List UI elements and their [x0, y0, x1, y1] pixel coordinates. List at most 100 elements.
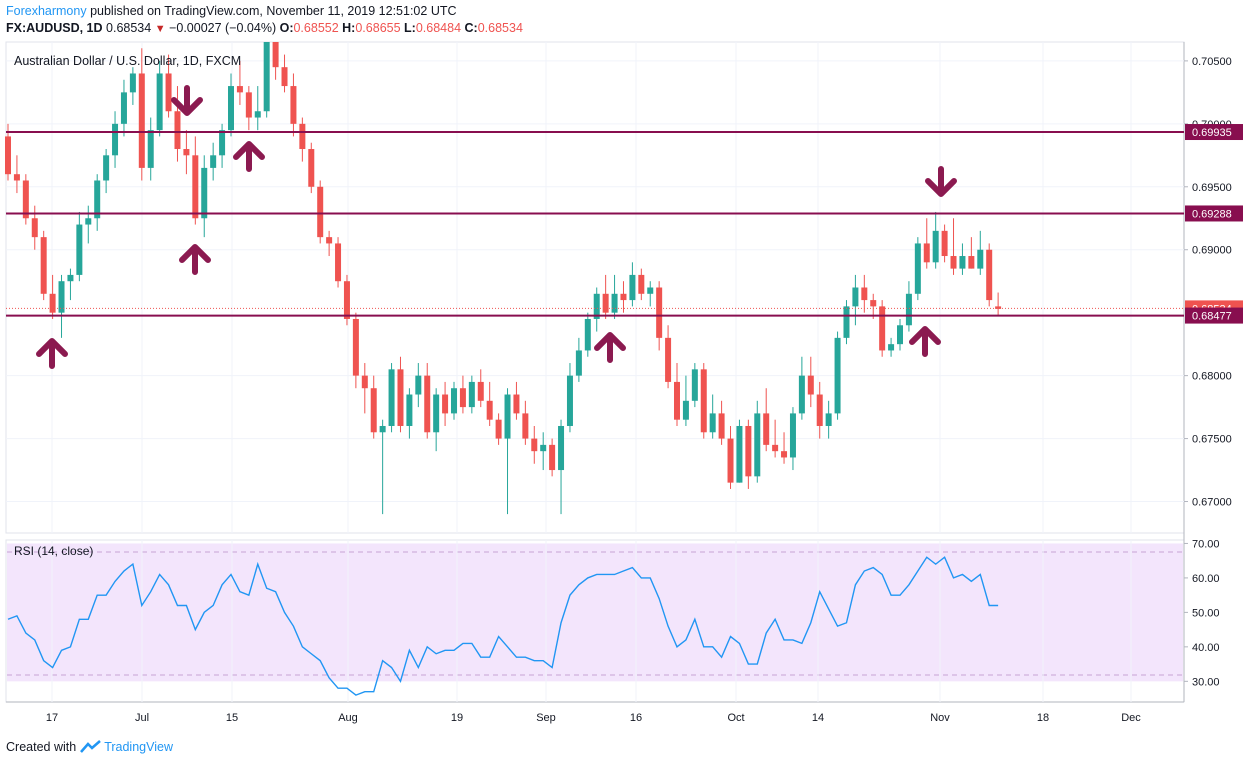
candle-body [370, 388, 377, 433]
x-tick-label: Aug [338, 712, 358, 724]
x-tick-label: Oct [727, 712, 744, 724]
candle-body [843, 306, 850, 338]
symbol-label: FX:AUDUSD, 1D [6, 21, 103, 35]
candle-body [647, 287, 654, 294]
open-value: 0.68552 [293, 21, 339, 35]
candle-body [888, 344, 895, 351]
candle-body [129, 73, 136, 93]
candle-body [691, 369, 698, 401]
publish-info: Forexharmony published on TradingView.co… [6, 4, 457, 18]
candle-body [959, 256, 966, 269]
x-tick-label: Sep [536, 712, 556, 724]
candle-body [317, 186, 324, 238]
candle-body [736, 425, 743, 483]
price-label-box [1185, 205, 1243, 222]
candle-body [254, 111, 261, 118]
candle-body [861, 287, 868, 301]
candle-body [897, 325, 903, 345]
candle-body [781, 451, 788, 458]
annotation-arrows [36, 85, 957, 369]
candle-body [977, 249, 984, 269]
candle-body [67, 274, 74, 282]
candle-body [192, 155, 199, 219]
candle-body [477, 381, 484, 401]
candle-body [433, 394, 440, 433]
candle-body [281, 67, 288, 87]
candle-body [575, 350, 582, 376]
created-with-text: Created with [6, 740, 77, 754]
candle-body [263, 42, 270, 112]
candle-body [950, 256, 957, 269]
price-label: 0.69288 [1192, 208, 1232, 220]
candle-body [968, 256, 975, 269]
price-axis[interactable]: 0.705000.700000.695000.690000.680000.675… [1184, 56, 1232, 509]
candle-body [397, 369, 404, 426]
rsi-band [7, 543, 1183, 682]
candle-body [709, 413, 716, 433]
rsi-tick-label: 70.00 [1192, 538, 1220, 550]
candle-body [103, 155, 110, 181]
y-tick-label: 0.68000 [1192, 371, 1232, 383]
candle-body [834, 337, 841, 414]
candle-body [335, 243, 342, 282]
candle-body [504, 394, 511, 439]
candle-body [620, 293, 627, 301]
price-label-box [1185, 307, 1243, 324]
candle-body [816, 394, 823, 426]
candle-body [825, 413, 832, 426]
candle-body [31, 218, 38, 238]
low-label: L: [404, 21, 416, 35]
rsi-tick-label: 60.00 [1192, 573, 1220, 585]
candle-body [798, 375, 805, 414]
rsi-axis[interactable]: 70.00 60.00 50.00 40.00 30.00 [1184, 538, 1220, 688]
author-link[interactable]: Forexharmony [6, 4, 87, 18]
candle-body [219, 130, 226, 156]
candle-body [763, 413, 770, 445]
candle-body [807, 375, 814, 395]
candle-body [638, 274, 645, 294]
candle-body [424, 375, 431, 433]
candle-body [665, 337, 672, 382]
candle-body [352, 318, 359, 376]
down-arrow-icon [925, 166, 957, 197]
candle-body [727, 438, 734, 483]
x-tick-label: 19 [451, 712, 463, 724]
last-price: 0.68534 [106, 21, 152, 35]
up-arrow-icon [594, 332, 626, 363]
low-value: 0.68484 [415, 21, 462, 35]
candle-body [923, 243, 930, 263]
candle-body [58, 281, 65, 313]
candle-body [700, 369, 707, 433]
candle-body [941, 230, 948, 257]
price-label: 0.69935 [1192, 127, 1232, 139]
candle-body [584, 318, 591, 351]
candle-body [174, 111, 181, 150]
candle-body [513, 394, 520, 414]
candle-body [914, 243, 921, 294]
close-label: C: [464, 21, 478, 35]
up-arrow-icon [233, 141, 265, 172]
time-axis[interactable]: 17 Jul 15 Aug 19 Sep 16 Oct 14 Nov 18 Dec [46, 712, 1141, 724]
candle-body [343, 281, 350, 319]
candle-body [236, 86, 243, 93]
rsi-tick-label: 30.00 [1192, 676, 1220, 688]
chart-title: Australian Dollar / U.S. Dollar, 1D, FXC… [14, 54, 241, 68]
candle-body [210, 155, 217, 168]
x-tick-label: 15 [226, 712, 238, 724]
support-resistance-levels [6, 131, 1184, 317]
candle-body [406, 394, 413, 426]
rsi-tick-label: 40.00 [1192, 642, 1220, 654]
symbol-info: FX:AUDUSD, 1D 0.68534 ▼ −0.00027 (−0.04%… [6, 21, 523, 35]
candle-body [745, 425, 752, 477]
x-tick-label: 18 [1037, 712, 1049, 724]
candle-body [379, 425, 386, 433]
x-tick-label: 16 [630, 712, 642, 724]
down-triangle-icon: ▼ [154, 23, 166, 35]
y-tick-label: 0.69500 [1192, 182, 1232, 194]
high-value: 0.68655 [355, 21, 401, 35]
candle-body [120, 92, 127, 124]
tradingview-link[interactable]: TradingView [104, 740, 173, 754]
candle-body [201, 167, 208, 219]
candle-body [495, 419, 502, 439]
